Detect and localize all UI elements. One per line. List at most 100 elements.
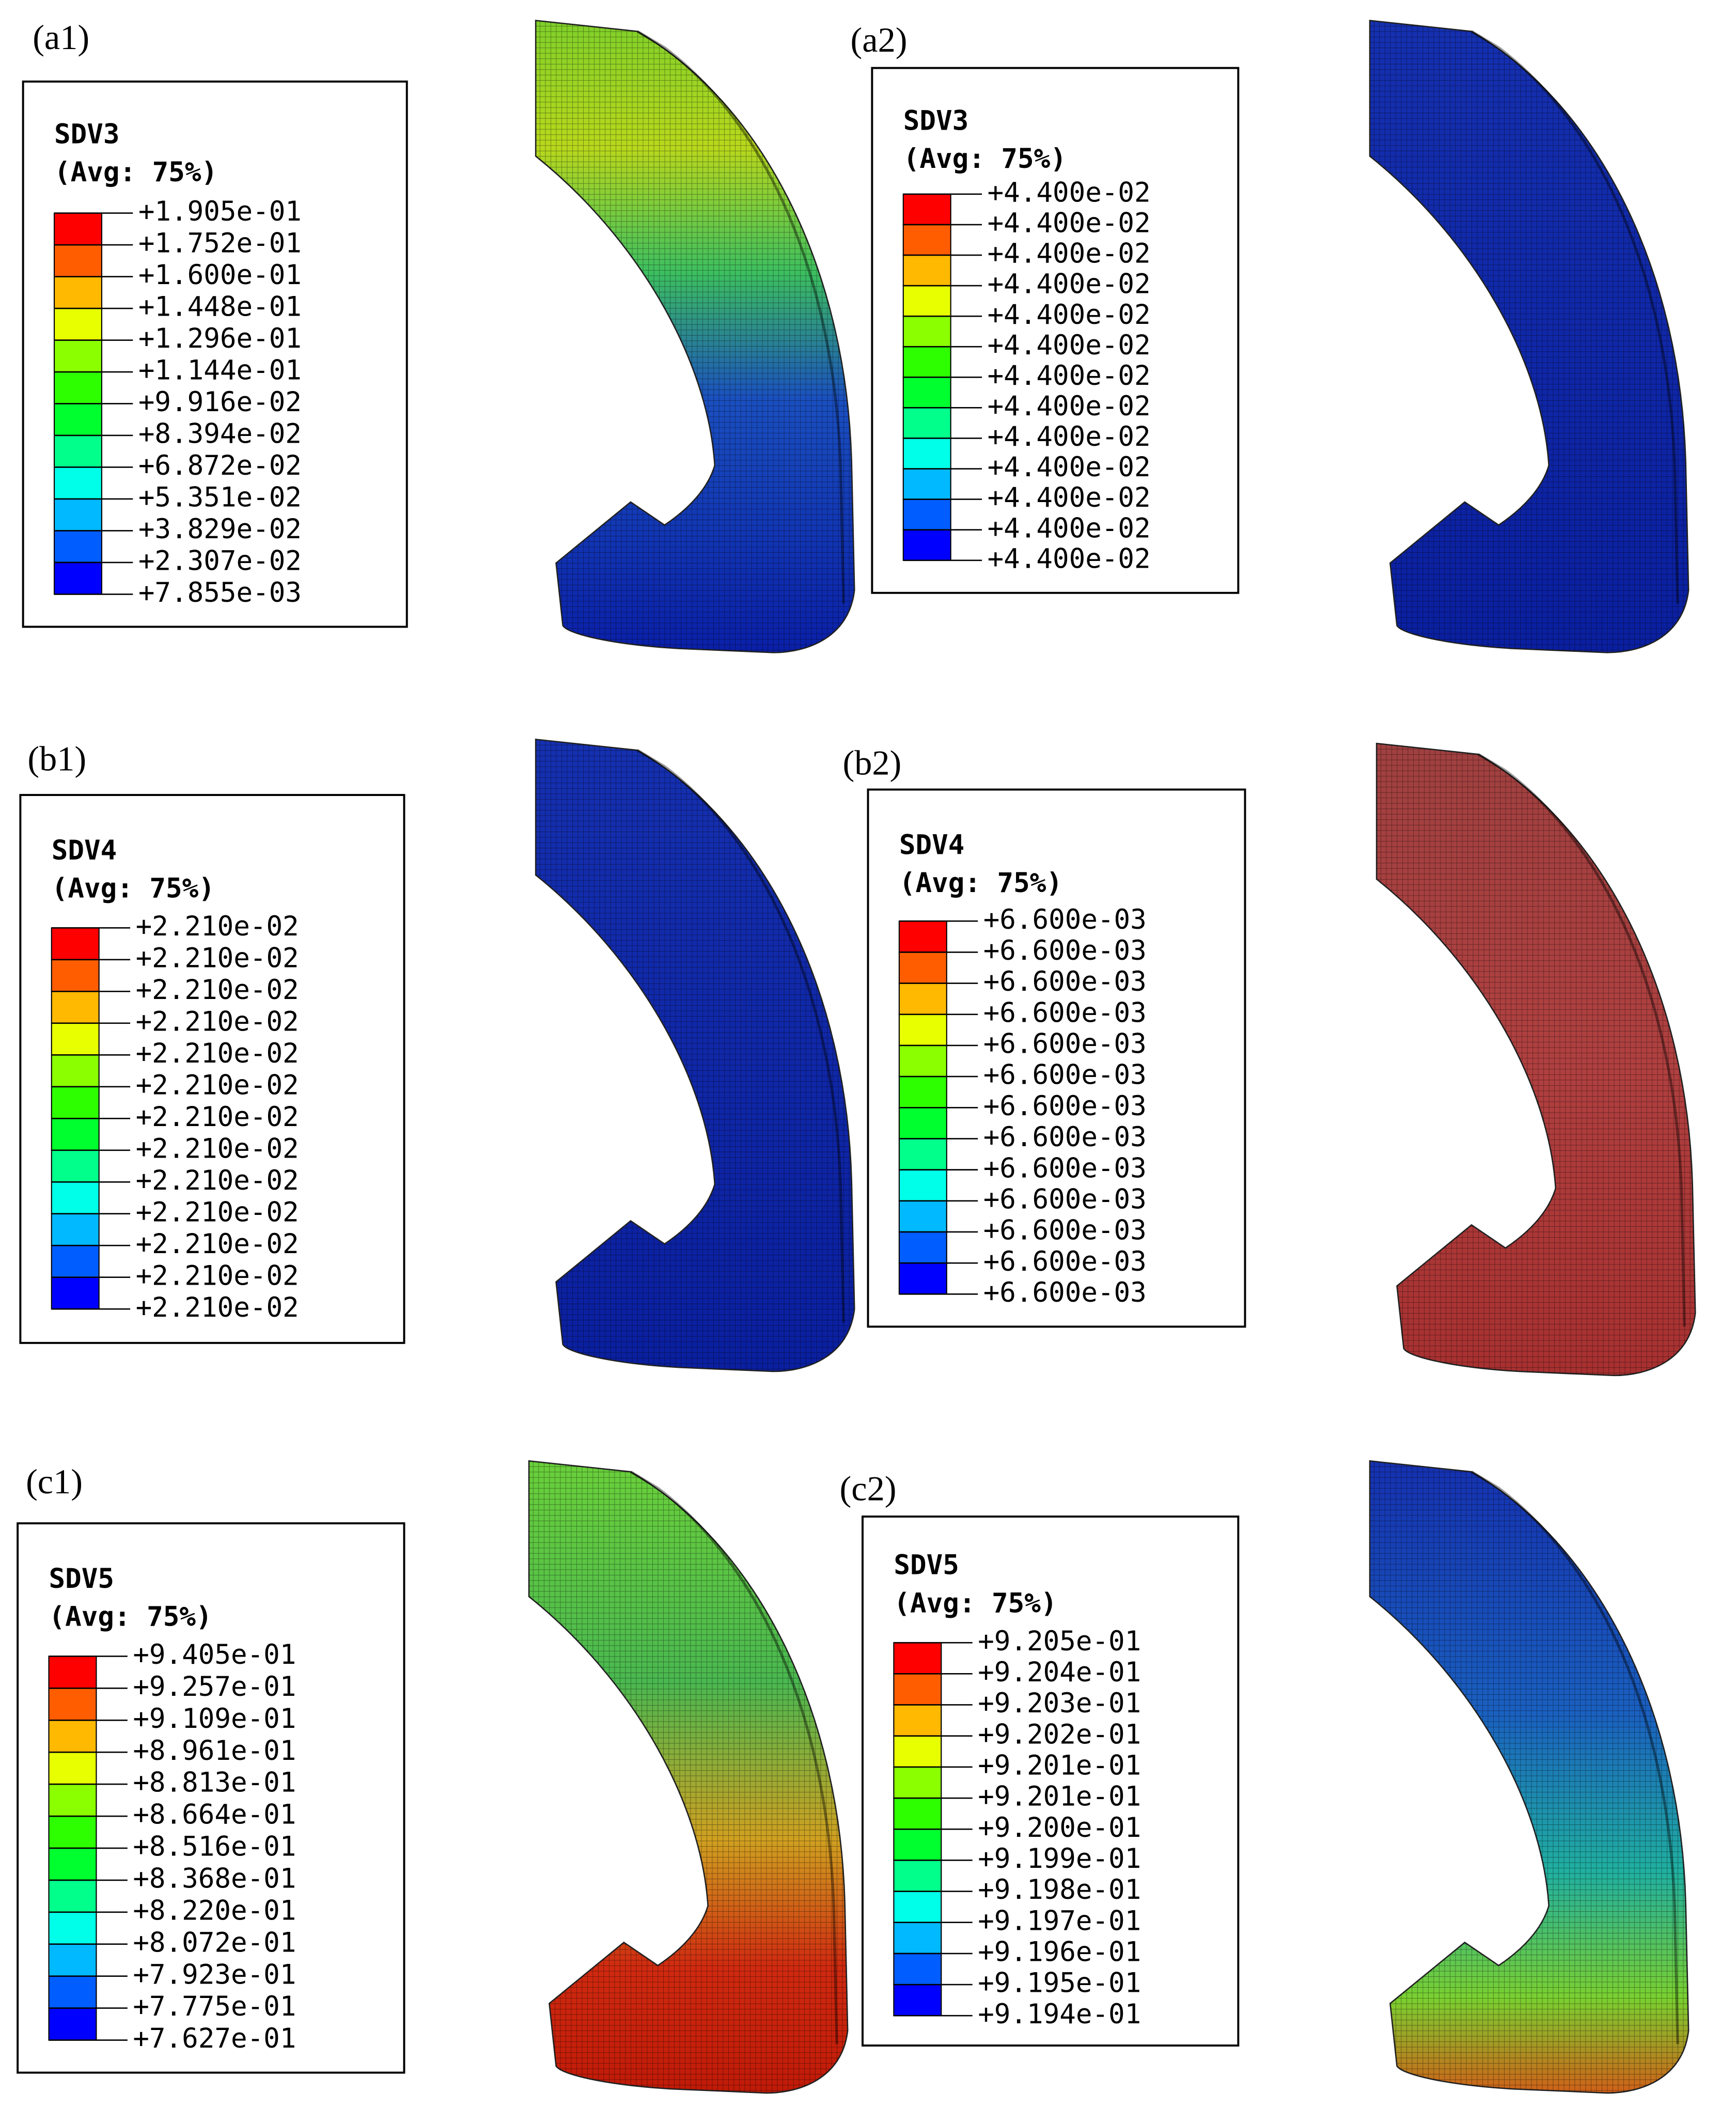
color-band [898, 1076, 947, 1109]
panel-label: (b1) [27, 739, 86, 778]
color-band [902, 254, 951, 287]
color-band [902, 529, 951, 561]
legend-value: +7.923e-01 [133, 1959, 296, 1990]
legend-value: +4.400e-02 [988, 543, 1151, 574]
legend-value: +2.210e-02 [136, 1133, 299, 1164]
legend-value: +2.210e-02 [136, 974, 299, 1006]
panel: (b2)SDV4(Avg: 75%)+6.600e-03+6.600e-03+6… [843, 742, 1696, 1377]
color-band [893, 1829, 942, 1861]
legend-value: +4.400e-02 [988, 451, 1151, 483]
color-band [48, 1847, 97, 1881]
model-edge [1471, 1471, 1679, 2044]
legend-value: +8.961e-01 [133, 1735, 296, 1767]
color-band [898, 920, 947, 953]
legend-value: +6.600e-03 [983, 1059, 1147, 1091]
contour-model [1369, 1460, 1690, 2094]
color-band [893, 1891, 942, 1923]
legend-value: +4.400e-02 [988, 330, 1151, 361]
contour-model [528, 1460, 849, 2094]
legend-value: +8.220e-01 [133, 1895, 296, 1926]
color-band [51, 1054, 100, 1087]
legend-value: +9.204e-01 [978, 1657, 1141, 1688]
color-band [51, 959, 100, 992]
color-band [902, 316, 951, 348]
color-band [902, 468, 951, 500]
panel: (c2)SDV5(Avg: 75%)+9.205e-01+9.204e-01+9… [840, 1460, 1690, 2094]
legend-value: +6.600e-03 [983, 1121, 1147, 1153]
legend-average: (Avg: 75%) [894, 1587, 1057, 1619]
color-band [898, 951, 947, 984]
color-band [48, 1815, 97, 1849]
legend-value: +8.516e-01 [133, 1831, 296, 1863]
color-band [48, 1911, 97, 1945]
legend-value: +6.600e-03 [983, 997, 1147, 1028]
panel: (a1)SDV3(Avg: 75%)+1.905e-01+1.752e-01+1… [22, 18, 855, 653]
model-mesh [536, 739, 855, 1371]
panel-label: (a2) [851, 20, 908, 59]
legend-average: (Avg: 75%) [899, 867, 1062, 899]
model-mesh [536, 20, 855, 653]
legend-value: +8.813e-01 [133, 1767, 296, 1799]
legend-value: +9.257e-01 [133, 1671, 296, 1703]
contour-model [1375, 742, 1696, 1377]
color-band [893, 1797, 942, 1830]
color-band [53, 339, 102, 373]
panel-label: (c2) [840, 1469, 897, 1508]
legend-value: +9.196e-01 [978, 1937, 1141, 1968]
panel-label: (a1) [33, 18, 89, 57]
color-band [53, 244, 102, 277]
color-band [902, 224, 951, 256]
legend-value: +7.775e-01 [133, 1991, 296, 2022]
color-band [51, 1181, 100, 1214]
legend-value: +6.872e-02 [138, 450, 302, 481]
legend-value: +9.200e-01 [978, 1812, 1141, 1844]
color-band [898, 1231, 947, 1264]
legend-value: +6.600e-03 [983, 1246, 1147, 1277]
legend-value: +8.664e-01 [133, 1799, 296, 1831]
color-band [48, 1720, 97, 1753]
legend-value: +4.400e-02 [988, 238, 1151, 270]
legend-value: +9.198e-01 [978, 1874, 1141, 1906]
legend-value: +9.201e-01 [978, 1781, 1141, 1813]
legend-value: +4.400e-02 [988, 512, 1151, 544]
color-band [893, 1642, 942, 1675]
legend-value: +8.072e-01 [133, 1927, 296, 1958]
color-band [48, 1943, 97, 1977]
color-band [48, 1752, 97, 1785]
color-band [898, 1044, 947, 1078]
color-band [51, 1118, 100, 1151]
legend-value: +9.201e-01 [978, 1750, 1141, 1781]
legend-value: +9.195e-01 [978, 1968, 1141, 1999]
color-band [893, 1704, 942, 1737]
legend-value: +2.210e-02 [136, 1196, 299, 1228]
color-band [902, 193, 951, 225]
legend-value: +4.400e-02 [988, 482, 1151, 513]
legend-average: (Avg: 75%) [903, 143, 1067, 175]
color-band [898, 1169, 947, 1201]
color-band [898, 1138, 947, 1170]
panel: (a2)SDV3(Avg: 75%)+4.400e-02+4.400e-02+4… [851, 20, 1690, 653]
model-mesh [1370, 1461, 1689, 2093]
color-band [53, 212, 102, 246]
legend-variable: SDV5 [894, 1550, 959, 1581]
model-mesh [1377, 743, 1696, 1376]
color-band [53, 434, 102, 468]
legend-average: (Avg: 75%) [54, 157, 217, 188]
legend-value: +2.307e-02 [138, 545, 302, 577]
legend-value: +4.400e-02 [988, 421, 1151, 452]
model-edge [1477, 753, 1686, 1327]
panel-label: (c1) [26, 1462, 83, 1501]
legend-value: +1.905e-01 [138, 196, 302, 227]
color-band [48, 1784, 97, 1817]
legend-value: +2.210e-02 [136, 1292, 299, 1323]
legend-value: +6.600e-03 [983, 904, 1147, 935]
color-band [893, 1673, 942, 1706]
color-band [53, 498, 102, 532]
color-band [902, 346, 951, 378]
color-band [893, 1953, 942, 1986]
legend-value: +1.448e-01 [138, 291, 302, 323]
legend-variable: SDV5 [49, 1563, 114, 1595]
color-band [893, 1922, 942, 1954]
legend-value: +6.600e-03 [983, 1215, 1147, 1246]
